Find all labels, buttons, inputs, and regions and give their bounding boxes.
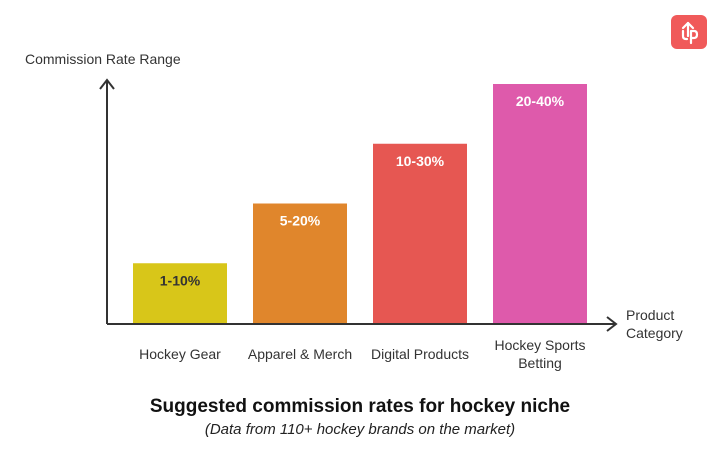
x-axis-arrow-icon	[606, 316, 618, 332]
bar-value-label-2: 10-30%	[396, 153, 445, 169]
bar-1	[253, 203, 347, 323]
up-arrow-logo-icon	[681, 21, 699, 45]
bar-2	[373, 143, 467, 323]
bar-value-label-1: 5-20%	[280, 213, 321, 229]
category-label-3-line-0: Hockey Sports	[494, 337, 585, 353]
x-axis-title-line-1: Product	[626, 307, 674, 323]
bar-value-label-3: 20-40%	[516, 93, 565, 109]
y-axis-arrow-icon	[99, 78, 115, 90]
category-label-3-line-1: Betting	[518, 355, 562, 371]
x-axis-title-line-2: Category	[626, 325, 683, 341]
category-label-0-line-0: Hockey Gear	[139, 346, 221, 362]
commission-rate-chart: Commission Rate Range Product Category 1…	[25, 51, 683, 371]
bar-0	[133, 263, 227, 323]
y-axis-title: Commission Rate Range	[25, 51, 181, 67]
chart-caption-subtitle: (Data from 110+ hockey brands on the mar…	[204, 421, 516, 438]
brand-logo	[671, 15, 707, 49]
bar-value-label-0: 1-10%	[160, 272, 201, 288]
category-label-2-line-0: Digital Products	[371, 346, 469, 362]
category-label-1-line-0: Apparel & Merch	[248, 346, 352, 362]
bar-3	[493, 84, 587, 323]
chart-caption-title: Suggested commission rates for hockey ni…	[149, 396, 571, 417]
